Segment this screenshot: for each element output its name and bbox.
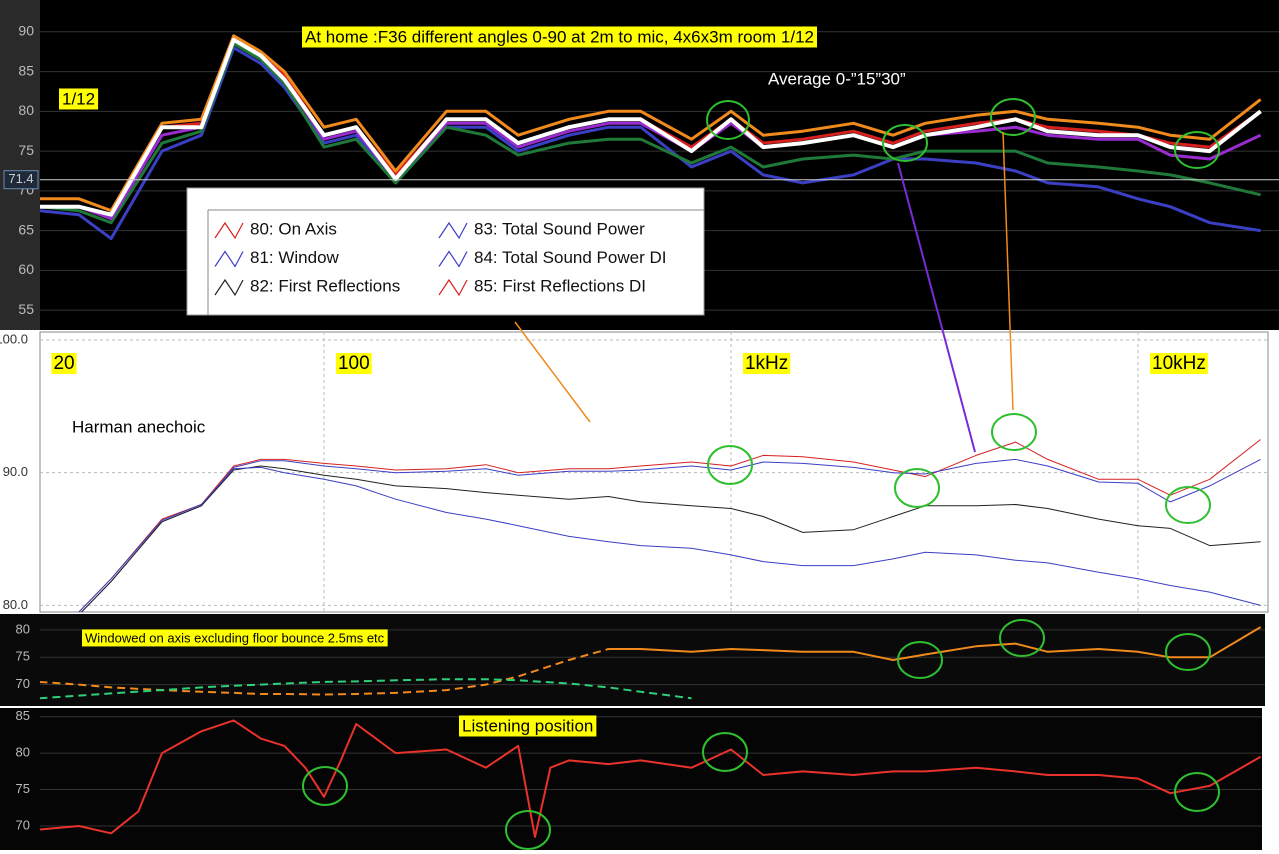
highlight-circle — [990, 98, 1036, 136]
y-tick-label: 75 — [16, 781, 30, 796]
legend-swatch — [438, 250, 468, 268]
legend-label: 85: First Reflections DI — [474, 276, 646, 295]
annotation: Windowed on axis excluding floor bounce … — [85, 630, 385, 645]
x-tick-label: 1kHz — [745, 353, 788, 374]
highlight-circle — [1174, 772, 1220, 812]
plot-area — [40, 614, 1265, 706]
highlight-circle — [897, 641, 943, 679]
label-highlight — [51, 353, 77, 375]
legend-swatch — [214, 250, 244, 268]
legend-label: 81: Window — [250, 248, 340, 267]
highlight-circle — [1165, 633, 1211, 671]
annotation: Average 0-”15”30” — [768, 69, 906, 88]
annotation-highlight — [302, 26, 817, 48]
arrow — [1002, 131, 1014, 411]
legend-swatch — [438, 221, 468, 240]
arrow — [897, 162, 976, 453]
annotation: At home :F36 different angles 0-90 at 2m… — [305, 27, 814, 46]
marker-box — [3, 170, 39, 190]
y-tick-label: 70 — [16, 676, 30, 691]
series-line — [78, 466, 1261, 612]
highlight-circle — [702, 732, 748, 772]
highlight-circle — [882, 124, 928, 162]
marker-label: 71.4 — [8, 171, 33, 186]
series-line — [80, 465, 1261, 612]
annotation-highlight — [459, 715, 597, 737]
arrow — [514, 321, 591, 423]
legend: 80: On Axis 81: Window 82: First Reflectio… — [186, 187, 705, 316]
label-highlight — [1150, 353, 1208, 375]
legend-swatch — [214, 278, 244, 297]
legend-swatch — [214, 221, 244, 240]
annotation-highlight — [82, 629, 388, 647]
x-tick-label: 100 — [338, 353, 370, 374]
highlight-circle — [707, 445, 753, 485]
y-tick-label: 80 — [16, 621, 30, 636]
x-tick-label: 10kHz — [1152, 353, 1206, 374]
plot — [40, 332, 1268, 612]
annotation: 1/12 — [62, 89, 95, 108]
y-tick-label: 75 — [16, 649, 30, 664]
annotation: Harman anechoic — [72, 417, 206, 436]
series-line — [40, 46, 1261, 241]
highlight-circle — [991, 413, 1037, 451]
series-line — [40, 648, 609, 696]
y-tick-label: 90.0 — [3, 464, 28, 479]
highlight-circle — [1165, 486, 1211, 524]
series-line — [40, 37, 1262, 217]
legend-swatch — [438, 278, 468, 297]
series-line — [40, 42, 1261, 225]
series-line — [40, 34, 1262, 213]
label-highlight — [742, 353, 791, 375]
plot-area — [40, 708, 1262, 850]
legend-label: 84: Total Sound Power DI — [474, 248, 666, 267]
legend-label: 82: First Reflections — [250, 276, 400, 295]
legend-label: 80: On Axis — [250, 219, 337, 238]
highlight-circle — [505, 810, 551, 850]
y-tick-label: 100.0 — [0, 331, 28, 346]
series-line — [80, 458, 1261, 612]
highlight-circle — [302, 766, 348, 806]
y-tick-label: 85 — [16, 708, 30, 723]
y-tick-label: 80.0 — [3, 597, 28, 612]
highlight-circle — [894, 468, 940, 508]
series-line — [78, 439, 1261, 612]
y-tick-label: 70 — [16, 817, 30, 832]
y-tick-label: 85 — [18, 62, 34, 78]
highlight-circle — [999, 619, 1045, 657]
y-tick-label: 75 — [18, 142, 34, 158]
label-highlight — [335, 353, 372, 375]
highlight-circle — [706, 100, 750, 140]
annotation-shapes — [302, 98, 1220, 850]
annotation-highlight — [59, 88, 99, 110]
plot — [40, 716, 1262, 838]
y-tick-label: 60 — [18, 261, 34, 277]
y-tick-label: 65 — [18, 221, 34, 237]
x-tick-label: 20 — [53, 353, 74, 374]
annotation: Listening position — [462, 716, 593, 735]
y-tick-label: 80 — [16, 745, 30, 760]
y-tick-label: 55 — [18, 301, 34, 317]
series-line — [608, 626, 1262, 661]
legend-label: 83: Total Sound Power — [474, 219, 645, 238]
series-line — [40, 678, 692, 700]
legend-box — [186, 187, 705, 316]
y-tick-label: 90 — [18, 23, 34, 39]
y-tick-label: 80 — [18, 102, 34, 118]
series-line — [40, 719, 1262, 838]
highlight-circle — [1174, 131, 1220, 169]
